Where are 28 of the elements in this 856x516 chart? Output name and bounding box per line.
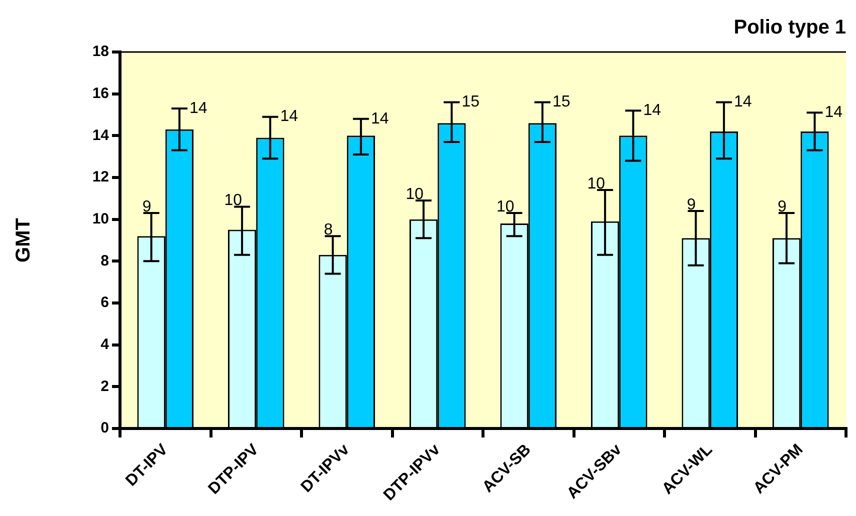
chart-title: Polio type 1: [734, 16, 846, 39]
y-tick-label: 16: [92, 84, 109, 102]
data-label: 10: [587, 175, 606, 192]
data-label: 10: [224, 192, 242, 210]
y-tick-label: 14: [92, 126, 110, 144]
y-tick-label: 12: [92, 168, 109, 186]
data-label: 14: [643, 102, 662, 119]
y-tick-label: 18: [92, 43, 109, 60]
data-label: 14: [824, 104, 843, 122]
data-label: 9: [778, 198, 787, 216]
y-tick-label: 4: [100, 336, 110, 353]
y-tick-label: 10: [92, 210, 109, 228]
data-label: 15: [552, 94, 570, 111]
data-label: 8: [324, 221, 333, 238]
y-tick-label: 0: [100, 420, 109, 437]
y-tick-label: 6: [100, 294, 109, 312]
data-label: 14: [189, 100, 208, 117]
data-label: 9: [686, 196, 696, 214]
data-label: 15: [462, 94, 480, 111]
y-axis-title: GMT: [12, 218, 35, 262]
data-label: 10: [496, 198, 514, 216]
data-label: 14: [370, 110, 389, 128]
data-label: 10: [406, 186, 424, 203]
y-tick-label: 2: [100, 378, 109, 395]
data-label: 14: [280, 108, 298, 126]
data-label: 14: [734, 94, 752, 111]
y-tick-label: 8: [100, 252, 109, 270]
data-label: 9: [142, 198, 152, 216]
